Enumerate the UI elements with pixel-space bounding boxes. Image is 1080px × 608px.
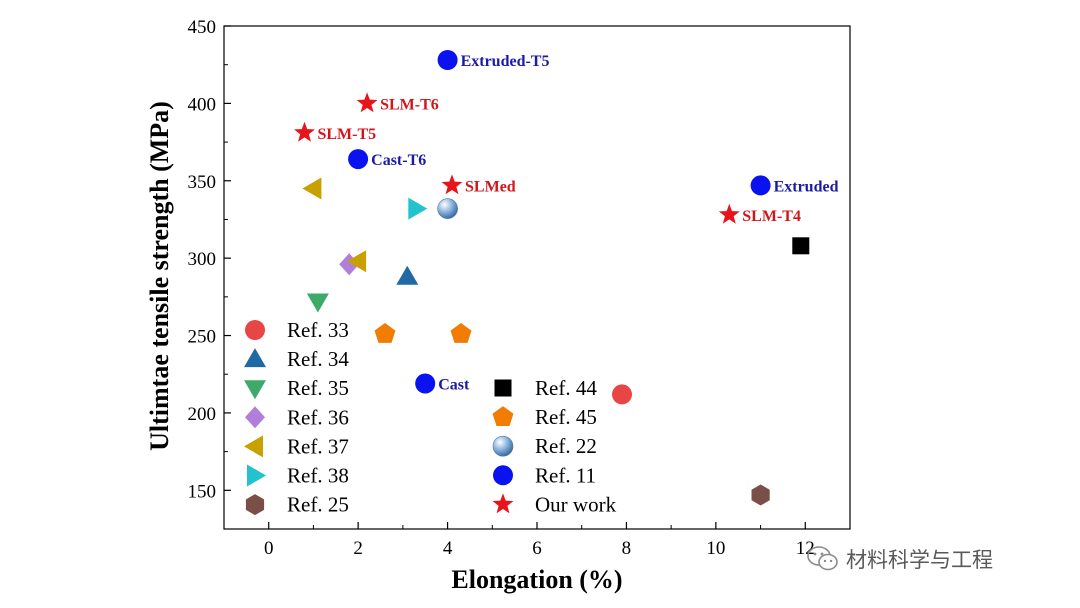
y-tick-label: 150 [188, 481, 217, 502]
legend-label: Ref. 38 [287, 464, 349, 488]
wechat-icon [807, 546, 838, 571]
legend-label: Ref. 37 [287, 434, 349, 458]
y-axis-title: Ultimtae tensile strength (MPa) [145, 101, 174, 451]
data-point [348, 149, 369, 170]
x-axis-title: Elongation (%) [451, 565, 622, 594]
legend-label: Ref. 22 [535, 434, 597, 458]
x-tick-label: 10 [706, 538, 725, 559]
legend-label: Ref. 34 [287, 347, 349, 371]
data-point [396, 265, 419, 285]
data-point [441, 174, 463, 195]
data-point [750, 175, 771, 196]
legend-marker [244, 380, 266, 400]
point-label: Cast [438, 377, 470, 394]
data-point [374, 323, 396, 343]
y-tick-label: 200 [188, 404, 217, 425]
legend-marker [245, 320, 265, 340]
point-label: Extruded-T5 [461, 53, 550, 70]
legend-marker [244, 348, 266, 368]
legend-label: Ref. 35 [287, 376, 349, 400]
x-tick-labels: 0 2 4 6 8 10 12 [264, 538, 815, 559]
point-label: SLMed [465, 178, 516, 195]
data-point [408, 197, 428, 220]
data-point [347, 250, 367, 273]
legend-label: Our work [535, 492, 617, 516]
legend-label: Ref. 25 [287, 493, 349, 517]
y-tick-labels: 150 200 250 300 350 400 450 [188, 17, 217, 502]
data-point [294, 121, 315, 142]
x-tick-label: 0 [264, 538, 274, 559]
legend-label: Ref. 45 [535, 405, 597, 429]
legend-marker [244, 435, 263, 458]
x-tick-label: 8 [622, 538, 632, 559]
data-point [612, 384, 632, 405]
data-point [437, 50, 458, 70]
y-tick-label: 400 [188, 94, 217, 115]
data-point [450, 323, 472, 343]
point-label: SLM-T6 [380, 96, 439, 113]
point-label: SLM-T4 [742, 208, 801, 225]
y-tick-label: 250 [188, 327, 217, 348]
y-tick-label: 300 [188, 249, 217, 270]
watermark: 材料科学与工程 [806, 542, 993, 576]
x-tick-label: 12 [796, 538, 815, 559]
data-point [437, 198, 458, 219]
legend-marker [245, 406, 265, 429]
data-point [415, 373, 436, 394]
legend: Ref. 33 Ref. 34 Ref. 35 Ref. 36 Ref. 37 Ref. … [244, 318, 617, 517]
y-tick-label: 450 [188, 17, 217, 38]
data-point [356, 92, 378, 113]
data-point [302, 177, 322, 200]
legend-label: Ref. 44 [535, 376, 597, 400]
axis-ticks [224, 25, 806, 529]
legend-marker [494, 379, 512, 397]
point-label: Cast-T6 [371, 152, 426, 169]
watermark-text: 材料科学与工程 [846, 548, 993, 572]
legend-marker [492, 406, 514, 426]
legend-marker [493, 465, 513, 486]
x-tick-label: 4 [443, 538, 453, 559]
data-point [792, 237, 810, 255]
legend-marker [245, 494, 265, 516]
x-tick-label: 2 [353, 538, 363, 559]
data-point [718, 203, 740, 224]
legend-label: Ref. 36 [287, 405, 349, 429]
legend-label: Ref. 11 [535, 463, 596, 487]
data-point [751, 484, 770, 506]
legend-marker [247, 464, 266, 487]
point-label: SLM-T5 [317, 126, 376, 143]
legend-label: Ref. 33 [287, 318, 349, 342]
point-label: Extruded [774, 178, 839, 195]
legend-marker [492, 435, 514, 457]
y-tick-label: 350 [188, 172, 217, 193]
legend-marker [492, 493, 514, 514]
point-annotations: Extruded-T5Cast-T6ExtrudedCastSLM-T6SLM-… [317, 53, 838, 393]
x-tick-label: 6 [532, 538, 542, 559]
data-point [306, 293, 329, 313]
data-points [294, 50, 810, 506]
